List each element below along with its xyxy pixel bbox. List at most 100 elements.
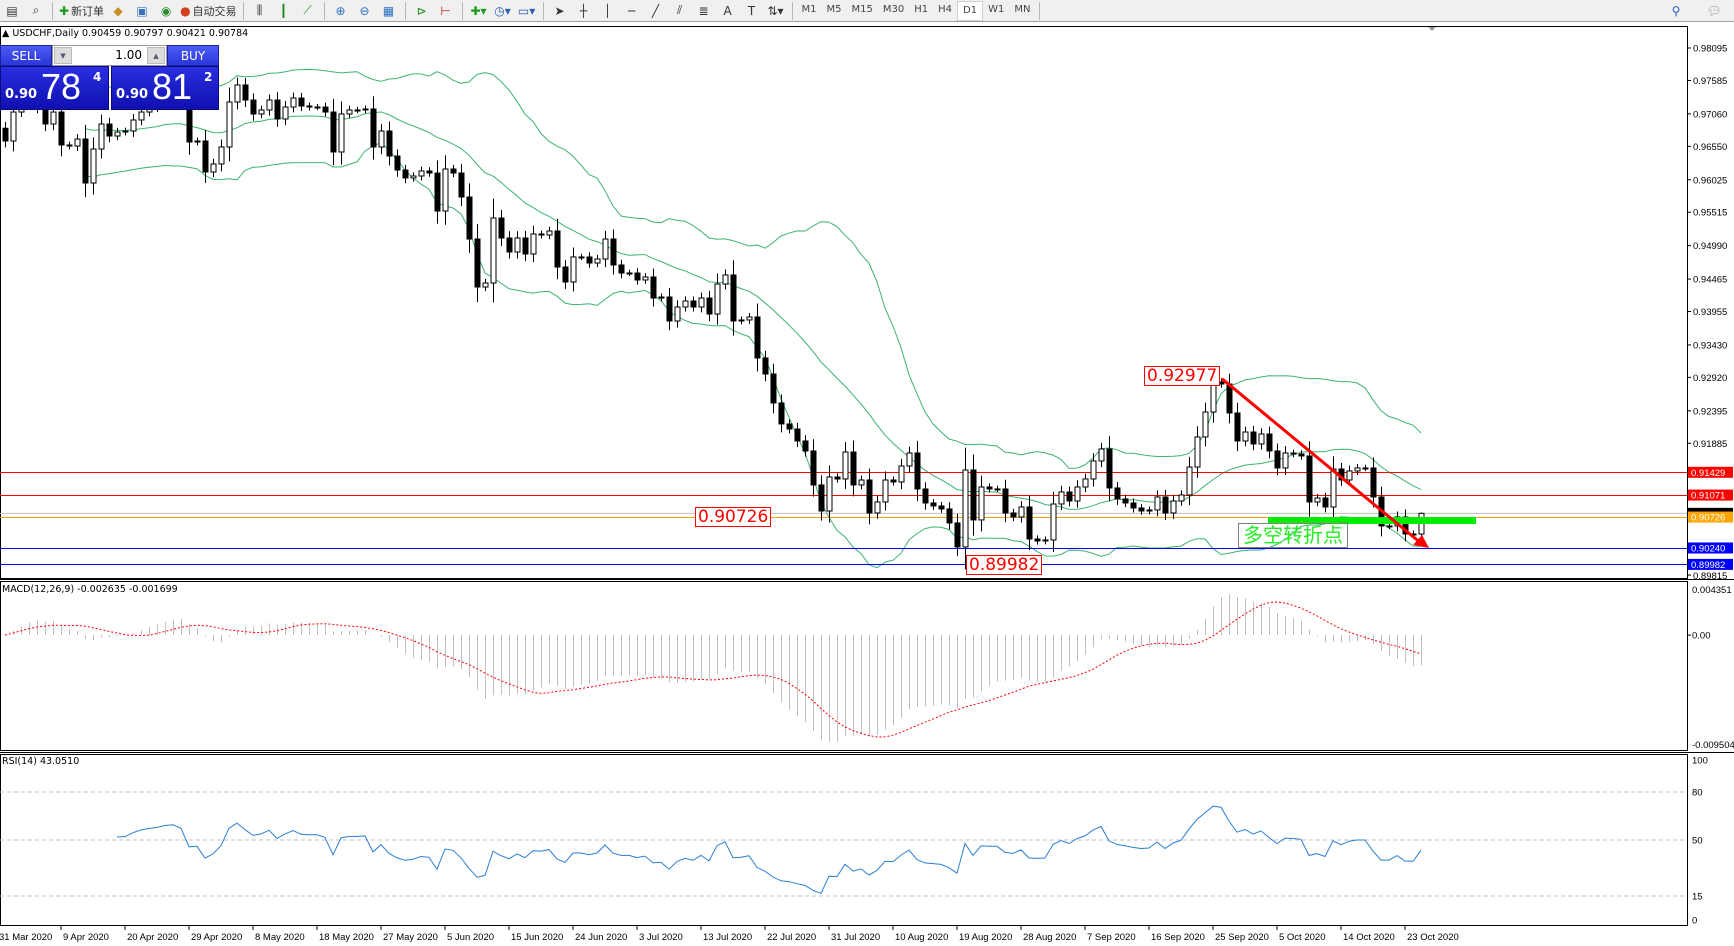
periods-icon[interactable]: ◷▾	[494, 3, 511, 18]
bar-chart-icon[interactable]: ⫼	[256, 3, 263, 17]
pivot-point-text[interactable]: 多空转折点	[1238, 523, 1348, 548]
auto-trading-icon: ●	[180, 3, 191, 18]
lot-increase-icon[interactable]: ▲	[147, 47, 165, 64]
new-order-button[interactable]: ✚ 新订单	[59, 2, 104, 20]
cursor-icon[interactable]: ➤	[554, 3, 565, 18]
level-price-label[interactable]: 0.90726	[695, 507, 772, 527]
candle	[1122, 494, 1129, 508]
timeframe-h4[interactable]: H4	[938, 4, 953, 15]
chart-shift-icon[interactable]: ⊢	[440, 3, 451, 18]
auto-trading-button[interactable]: ● 自动交易	[180, 2, 236, 20]
arrows-icon[interactable]: ⇅▾	[767, 3, 784, 18]
text-label-icon[interactable]: T	[747, 3, 756, 18]
bull-candle-body	[1386, 525, 1393, 528]
bull-candle-body	[722, 274, 729, 285]
price-tick-label: 0.95515	[1693, 208, 1727, 219]
trendline-icon[interactable]: ╱	[651, 3, 660, 18]
candle	[802, 435, 809, 457]
indicators-icon[interactable]: ✚▾	[470, 3, 487, 18]
bear-candle-body	[866, 479, 873, 514]
candle	[914, 440, 921, 502]
chart-window-icon[interactable]: ▤	[6, 3, 18, 18]
metaeditor-icon[interactable]: ◆	[113, 3, 123, 18]
toolbar-divider	[1039, 1, 1041, 20]
lot-size-input[interactable]: ▼ 1.00 ▲	[52, 45, 167, 66]
bear-candle-body	[786, 423, 793, 430]
tile-windows-icon[interactable]: ▦	[382, 3, 395, 18]
bull-candle-body	[530, 233, 537, 255]
bear-candle-body	[1066, 491, 1073, 502]
bull-candle-body	[1362, 467, 1369, 470]
buy-price-pip: 2	[204, 70, 213, 84]
candle	[98, 114, 105, 159]
timeframe-m15[interactable]: M15	[851, 4, 873, 15]
bull-candle-body	[1050, 503, 1057, 541]
fibonacci-icon[interactable]: ≣	[698, 3, 709, 18]
bull-candle-body	[338, 113, 345, 153]
date-label: 28 Aug 2020	[1023, 932, 1076, 943]
crosshair-icon[interactable]: ┼	[579, 3, 588, 18]
bear-candle-body	[586, 256, 593, 264]
bollinger-middle-band	[84, 111, 1422, 510]
candle	[938, 502, 945, 513]
candle	[850, 440, 857, 497]
templates-icon[interactable]: ▭▾	[517, 3, 536, 18]
trendline[interactable]	[1221, 377, 1423, 546]
bull-candle-body	[410, 175, 417, 179]
signals-icon[interactable]: ◉	[160, 3, 172, 18]
bull-candle-body	[234, 84, 241, 103]
timeframe-w1[interactable]: W1	[988, 4, 1005, 15]
price-tick-label: 0.94465	[1693, 275, 1727, 286]
candle	[738, 316, 745, 325]
candle	[1242, 426, 1249, 447]
bear-candle-body	[1298, 453, 1305, 457]
timeframe-mn[interactable]: MN	[1014, 4, 1031, 15]
bear-candle-body	[66, 144, 73, 147]
bear-candle-body	[1266, 433, 1273, 452]
line-chart-icon[interactable]: ⟋	[303, 3, 312, 17]
candle	[506, 231, 513, 259]
zoom-out-icon[interactable]: ⊖	[359, 3, 370, 18]
search-icon[interactable]: ⚲	[1671, 4, 1681, 18]
timeframe-h1[interactable]: H1	[914, 4, 929, 15]
sell-button[interactable]: SELL	[0, 45, 52, 66]
high-price-label[interactable]: 0.92977	[1144, 366, 1221, 386]
candlestick-chart-icon[interactable]: ┃	[279, 3, 288, 18]
timeframe-m30[interactable]: M30	[882, 4, 905, 15]
rsi-axis-label: 100	[1692, 756, 1708, 767]
equidistant-channel-icon[interactable]: ⫽	[676, 3, 683, 17]
sell-price[interactable]: 0.90 78 4	[0, 66, 109, 110]
chat-icon[interactable]: 💬︎	[1706, 4, 1722, 18]
timeframe-d1[interactable]: D1	[957, 0, 984, 21]
candle	[842, 442, 849, 489]
ohlc-header: 0.90459 0.90797 0.90421 0.90784	[81, 28, 249, 39]
vertical-line-icon[interactable]: │	[603, 3, 612, 18]
buy-button[interactable]: BUY	[167, 45, 219, 66]
date-label: 23 Oct 2020	[1407, 932, 1459, 943]
auto-scroll-icon[interactable]: ⊳	[416, 3, 427, 18]
candle	[90, 137, 97, 195]
buy-price[interactable]: 0.90 81 2	[111, 66, 219, 110]
bear-candle-body	[890, 479, 897, 483]
candle	[106, 117, 113, 143]
candle	[690, 296, 697, 312]
zoom-in-icon[interactable]: ⊕	[335, 3, 346, 18]
timeframe-m5[interactable]: M5	[826, 4, 842, 15]
bear-candle-body	[1114, 487, 1121, 500]
collapse-triangle-icon[interactable]: ▲	[2, 28, 10, 39]
low-price-label[interactable]: 0.89982	[966, 555, 1043, 575]
zoom-window-icon[interactable]: ⌕	[32, 3, 40, 17]
candle	[378, 123, 385, 155]
macd-axis-label: 0.00	[1692, 631, 1711, 642]
text-icon[interactable]: A	[723, 3, 732, 18]
date-label: 10 Aug 2020	[895, 932, 948, 943]
pivot-zone-bar[interactable]	[1268, 517, 1476, 525]
timeframe-m1[interactable]: M1	[801, 4, 817, 15]
horizontal-line-icon[interactable]: ─	[627, 3, 636, 18]
candle	[722, 269, 729, 290]
lot-decrease-icon[interactable]: ▼	[54, 47, 72, 64]
sell-price-pip: 4	[93, 70, 102, 84]
navigator-icon[interactable]: ▣	[136, 3, 148, 18]
candle	[746, 313, 753, 324]
